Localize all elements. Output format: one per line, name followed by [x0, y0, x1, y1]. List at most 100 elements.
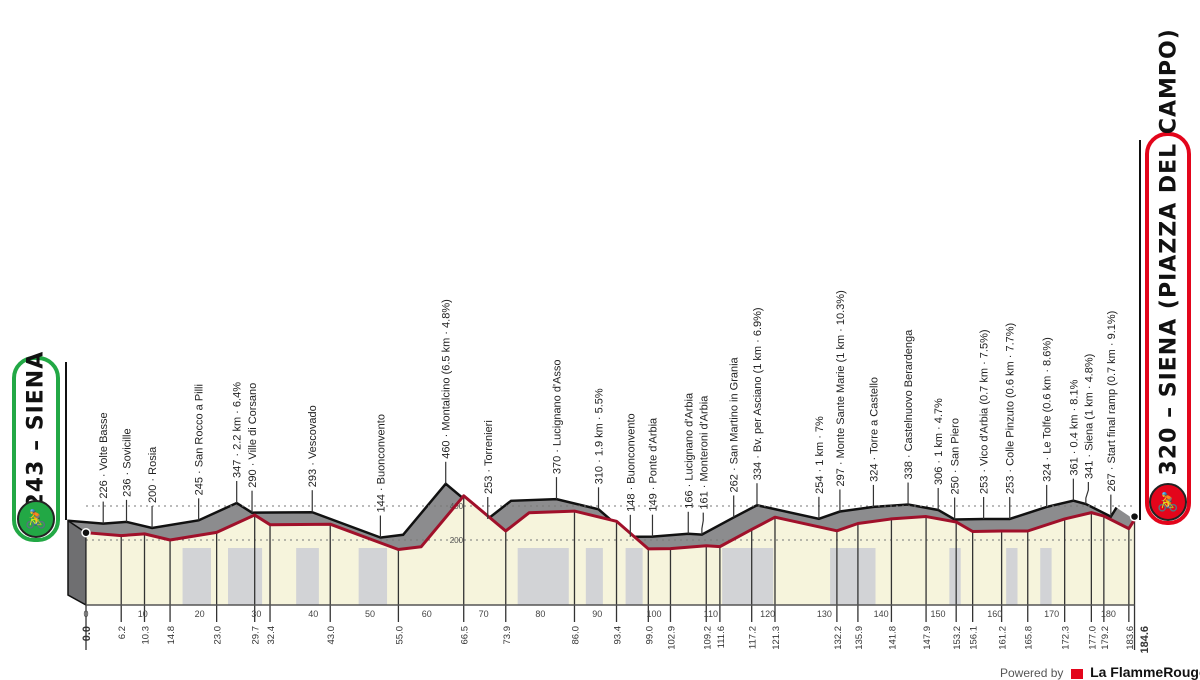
- km-label: 32.4: [266, 626, 277, 645]
- x-tick-label: 70: [479, 609, 489, 619]
- km-label: 102.9: [666, 626, 677, 650]
- x-tick-label: 0: [83, 609, 88, 619]
- x-tick-label: 10: [138, 609, 148, 619]
- cyclist-icon: 🚴: [1149, 483, 1187, 521]
- waypoint-label: 310 · 1.9 km · 5.5%: [594, 388, 606, 484]
- x-tick-label: 110: [704, 609, 718, 619]
- waypoint-label: 236 · Sovicille: [122, 428, 134, 496]
- waypoint-label: 200 · Rosia: [147, 446, 159, 503]
- x-tick-label: 20: [195, 609, 205, 619]
- waypoint-label: 250 · San Piero: [950, 418, 962, 494]
- profile-line: [85, 494, 1136, 552]
- waypoint-label: 341 · Siena (1 km · 4.8%): [1083, 354, 1095, 479]
- terrain-band: [296, 548, 319, 605]
- terrain-band: [358, 548, 388, 605]
- km-label: 161.2: [998, 626, 1009, 650]
- km-label: 183.6: [1125, 626, 1136, 650]
- km-label: 109.2: [702, 626, 713, 650]
- km-label: 153.2: [952, 626, 963, 650]
- terrain-band: [949, 548, 961, 605]
- km-label: 43.0: [326, 626, 337, 645]
- waypoint-label: 161 · Monteroni d'Arbia: [698, 395, 710, 510]
- x-tick-label: 140: [874, 609, 889, 619]
- x-tick-label: 100: [646, 609, 661, 619]
- x-tick-label: 160: [987, 609, 1002, 619]
- waypoint-label: 149 · Ponte d'Arbia: [647, 417, 659, 512]
- waypoint-label: 324 · Le Tolfe (0.6 km · 8.6%): [1042, 337, 1054, 482]
- waypoint-label: 338 · Castelnuovo Berardenga: [903, 329, 915, 480]
- terrain-band: [228, 548, 263, 605]
- waypoint-label: 148 · Buonconvento: [625, 413, 637, 511]
- waypoint-label: 253 · Torrenieri: [483, 420, 495, 494]
- terrain-band: [830, 548, 876, 605]
- waypoint-label: 253 · Colle Pinzuto (0.6 km · 7.7%): [1005, 323, 1017, 494]
- waypoint-label: 267 · Start final ramp (0.7 km · 9.1%): [1106, 311, 1118, 492]
- km-label: 0.0: [81, 626, 93, 641]
- km-label: 73.9: [502, 626, 513, 645]
- km-label: 6.2: [117, 626, 128, 639]
- waypoint-label: 253 · Vico d'Arbia (0.7 km · 7.5%): [979, 329, 991, 494]
- km-label: 147.9: [922, 626, 933, 650]
- x-tick-label: 30: [251, 609, 261, 619]
- waypoint-label: 293 · Vescovado: [307, 405, 319, 487]
- x-tick-label: 40: [308, 609, 318, 619]
- waypoint-label: 370 · Lucignano d'Asso: [551, 359, 563, 474]
- finish-point: [1129, 511, 1140, 522]
- km-label: 86.0: [570, 626, 581, 645]
- km-label: 99.0: [644, 626, 655, 645]
- km-label: 55.0: [394, 626, 405, 645]
- km-label: 141.8: [887, 626, 898, 650]
- waypoint-label: 334 · Bv. per Asciano (1 km · 6.9%): [752, 307, 764, 480]
- waypoint-label: 361 · 0.4 km · 8.1%: [1068, 379, 1080, 475]
- km-label: 177.0: [1087, 626, 1098, 650]
- waypoint-label: 254 · 1 km · 7%: [814, 416, 826, 494]
- terrain-band: [1040, 548, 1052, 605]
- x-tick-label: 150: [930, 609, 945, 619]
- waypoint-label: 166 · Lucignano d'Arbia: [683, 392, 695, 509]
- terrain-band: [517, 548, 569, 605]
- km-label: 165.8: [1024, 626, 1035, 650]
- terrain-band: [182, 548, 211, 605]
- waypoint-label: 226 · Volte Basse: [98, 412, 110, 498]
- terrain-band: [1006, 548, 1018, 605]
- km-label: 111.6: [716, 626, 727, 648]
- terrain-band: [585, 548, 603, 605]
- km-label: 93.4: [613, 626, 624, 645]
- km-label: 179.2: [1100, 626, 1111, 650]
- start-banner: 243 – SIENA 🚴: [12, 350, 60, 542]
- km-label: 23.0: [213, 626, 224, 645]
- start-label: 243 – SIENA: [23, 350, 49, 509]
- cyclist-icon: 🚴: [17, 500, 55, 538]
- waypoint-label: 245 · San Rocco a Pilli: [194, 384, 206, 495]
- waypoint-label: 144 · Buonconvento: [375, 414, 387, 512]
- waypoint-label: 460 · Montalcino (6.5 km · 4.8%): [441, 299, 453, 459]
- waypoint-label: 262 · San Martino in Grania: [729, 356, 741, 492]
- waypoint-leader: [701, 512, 704, 535]
- km-label: 132.2: [833, 626, 844, 650]
- start-point: [81, 527, 91, 538]
- finish-banner: 320 – SIENA (PIAZZA DEL CAMPO) 🚴: [1145, 28, 1191, 525]
- brand-name: La FlammeRouge: [1090, 664, 1200, 680]
- powered-by-text: Powered by: [1000, 666, 1064, 680]
- finish-label: 320 – SIENA (PIAZZA DEL CAMPO): [1156, 28, 1182, 476]
- km-label: 156.1: [969, 626, 980, 650]
- km-label: 117.2: [748, 626, 759, 649]
- x-tick-label: 50: [365, 609, 375, 619]
- km-label: 172.3: [1061, 626, 1072, 650]
- km-label: 10.3: [141, 626, 152, 645]
- elevation-tick-label: 200: [450, 536, 464, 545]
- profile-relief-outline: [67, 482, 1118, 539]
- km-label: 184.6: [1139, 626, 1151, 654]
- x-tick-label: 180: [1101, 609, 1116, 619]
- x-tick-label: 130: [817, 609, 832, 619]
- x-tick-label: 170: [1044, 609, 1059, 619]
- x-tick-label: 120: [760, 609, 775, 619]
- km-label: 135.9: [854, 626, 865, 650]
- x-tick-label: 80: [535, 609, 545, 619]
- x-tick-label: 60: [422, 609, 432, 619]
- x-tick-label: 90: [592, 609, 602, 619]
- km-label: 121.3: [771, 626, 782, 650]
- waypoint-label: 347 · 2.2 km · 6.4%: [232, 382, 244, 478]
- waypoint-label: 297 · Monte Sante Marie (1 km · 10.3%): [835, 290, 847, 486]
